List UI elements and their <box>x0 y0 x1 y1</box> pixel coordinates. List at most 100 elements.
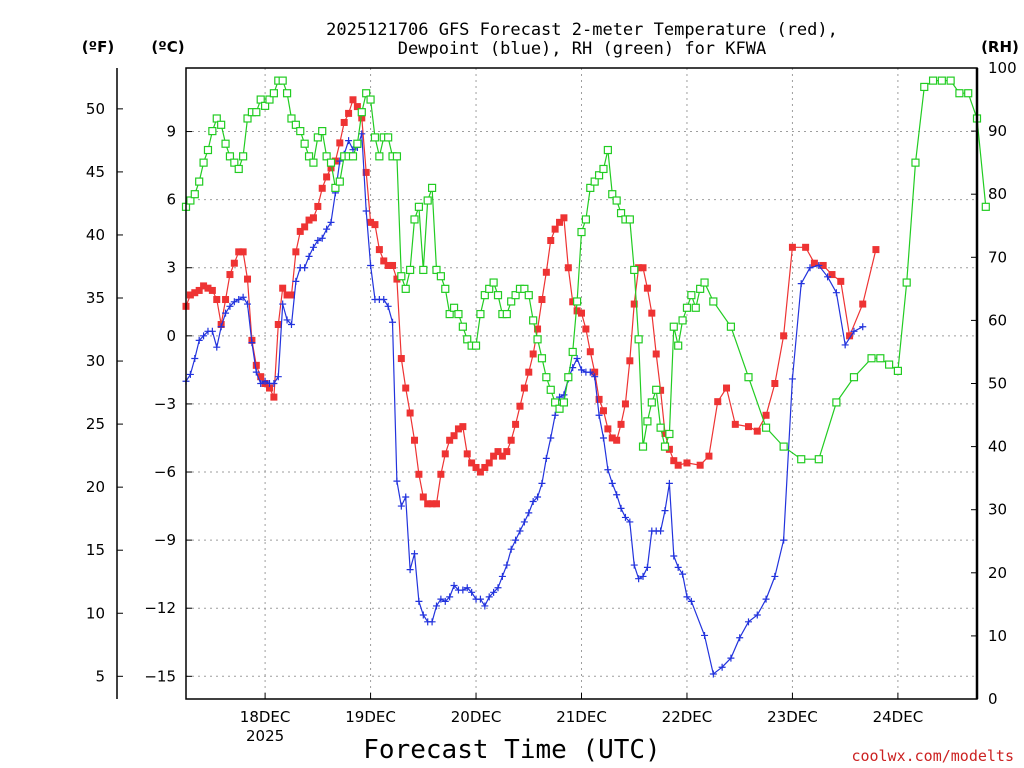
rh-point <box>885 360 894 369</box>
temperature-point <box>512 420 520 428</box>
dewpoint-point <box>709 670 717 678</box>
rh-tick-label: 80 <box>988 185 1007 203</box>
dewpoint-point <box>217 323 225 331</box>
rh-point <box>322 152 331 161</box>
dewpoint-point <box>762 595 770 603</box>
temperature-point <box>380 257 388 265</box>
dewpoint-point <box>753 611 761 619</box>
rh-point <box>291 120 300 129</box>
rh-point <box>414 202 424 211</box>
rh-point <box>779 442 788 451</box>
rh-point <box>212 114 221 123</box>
temperature-point <box>643 284 651 292</box>
dewpoint-point <box>459 586 467 594</box>
temperature-point <box>665 445 673 453</box>
dewpoint-point <box>797 280 805 288</box>
temperature-point <box>450 432 458 440</box>
temperature-point <box>437 470 445 478</box>
rh-point <box>261 101 270 110</box>
dewpoint-series <box>182 130 867 678</box>
temperature-point <box>441 450 449 458</box>
rh-point <box>208 126 217 136</box>
temperature-point <box>529 350 537 358</box>
rh-point <box>252 108 261 117</box>
temperature-point <box>208 286 216 294</box>
dewpoint-point <box>191 355 199 363</box>
x-tick-label: 22DEC <box>662 708 713 726</box>
fahrenheit-tick-label: 40 <box>86 226 105 244</box>
rh-point <box>186 196 195 205</box>
temperature-point <box>520 384 528 392</box>
credit-label[interactable]: coolwx.com/modelts <box>851 747 1014 765</box>
rh-unit-label: (RH) <box>981 38 1019 56</box>
temperature-point <box>432 500 440 508</box>
temperature-point <box>534 325 542 333</box>
dewpoint-point <box>665 479 673 487</box>
temperature-point <box>810 259 818 267</box>
dewpoint-point <box>411 550 419 558</box>
temperature-point <box>494 448 502 456</box>
rh-point <box>625 215 634 224</box>
rh-point <box>195 177 204 186</box>
rh-point <box>590 177 599 186</box>
data-series <box>181 76 990 678</box>
temperature-point <box>564 264 572 272</box>
temperature-point <box>397 355 405 363</box>
dewpoint-point <box>309 243 317 251</box>
rh-point <box>647 398 656 407</box>
temperature-point <box>265 384 273 392</box>
rh-tick-label: 70 <box>988 248 1007 266</box>
rh-point <box>348 152 358 161</box>
dewpoint-point <box>657 527 665 535</box>
dewpoint-point <box>542 454 550 462</box>
fahrenheit-tick-label: 35 <box>86 289 105 307</box>
rh-point <box>616 209 626 218</box>
rh-point <box>502 309 511 319</box>
dewpoint-point <box>674 563 682 571</box>
dewpoint-point <box>226 302 234 310</box>
dewpoint-point <box>327 218 335 226</box>
rh-point <box>744 373 753 382</box>
rh-point <box>564 373 573 382</box>
rh-point <box>902 278 911 287</box>
rh-point <box>652 385 661 394</box>
temperature-point <box>582 325 590 333</box>
dewpoint-point <box>586 368 594 376</box>
rh-point <box>573 297 582 306</box>
temperature-point <box>349 96 357 104</box>
temperature-point <box>186 291 194 299</box>
temperature-point <box>446 436 454 444</box>
temperature-point <box>753 427 761 435</box>
rh-tick-label: 30 <box>988 501 1007 519</box>
dewpoint-point <box>560 391 568 399</box>
dewpoint-point <box>701 631 709 639</box>
rh-point <box>599 164 608 174</box>
rh-tick-label: 90 <box>988 122 1007 140</box>
celsius-unit-label: (ºC) <box>151 38 184 56</box>
rh-point <box>586 183 595 192</box>
rh-point <box>507 297 516 306</box>
rh-point <box>696 284 705 293</box>
temperature-point <box>573 307 581 315</box>
rh-point <box>551 398 560 407</box>
temperature-point <box>362 168 370 176</box>
temperature-point <box>301 223 309 231</box>
rh-point <box>529 316 538 325</box>
rh-point <box>203 145 213 155</box>
temperature-point <box>367 218 375 226</box>
dewpoint-point <box>287 320 295 328</box>
celsius-tick-label: −12 <box>144 599 176 617</box>
temperature-point <box>274 320 282 328</box>
rh-tick-label: 50 <box>988 375 1007 393</box>
temperature-point <box>323 173 331 181</box>
dewpoint-point <box>336 157 344 165</box>
temperature-point <box>696 461 704 469</box>
temperature-point <box>402 384 410 392</box>
rh-point <box>282 89 292 98</box>
temperature-point <box>384 261 392 269</box>
temperature-point <box>389 261 397 269</box>
rh-point <box>709 297 718 306</box>
temperature-point <box>283 291 291 299</box>
temperature-point <box>340 118 348 126</box>
temperature-point <box>213 296 221 304</box>
